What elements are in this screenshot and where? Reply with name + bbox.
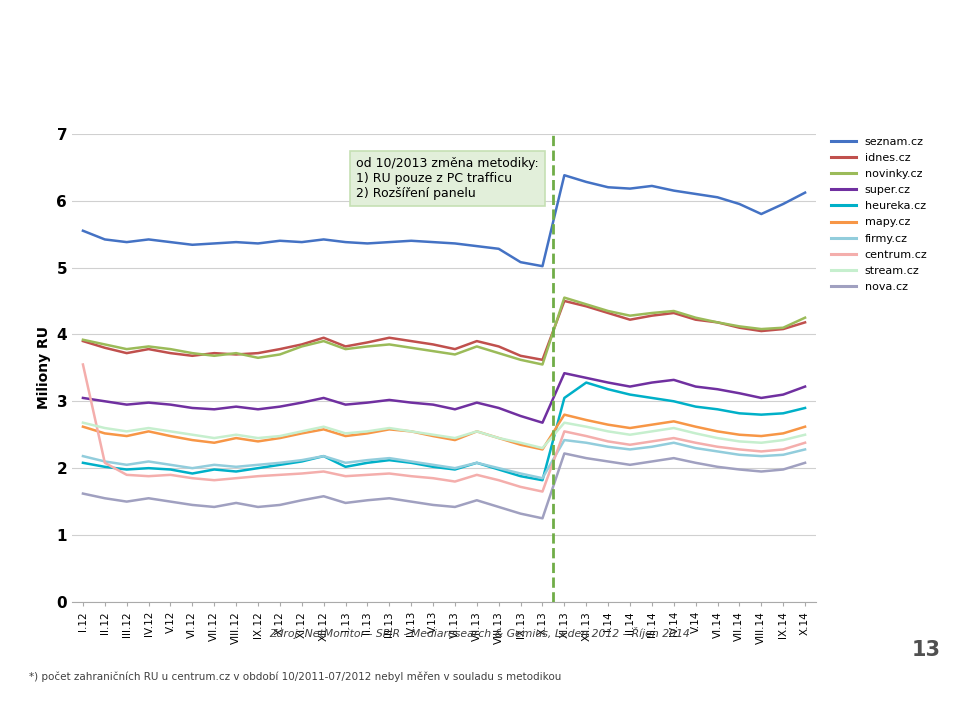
Y-axis label: Miliony RU: Miliony RU	[36, 327, 51, 409]
Text: Zdroj: NetMonitor - SPIR - Mediaresearch & Gemius, Leden 2012 – Říjen 2014: Zdroj: NetMonitor - SPIR - Mediaresearch…	[270, 627, 690, 639]
Text: 13: 13	[912, 640, 941, 660]
Text: Vývoj počtu RU z ČR+zahraničí u TOP10 serverů: Vývoj počtu RU z ČR+zahraničí u TOP10 se…	[14, 82, 595, 106]
Text: *) počet zahraničních RU u centrum.cz v období 10/2011-07/2012 nebyl měřen v sou: *) počet zahraničních RU u centrum.cz v …	[29, 671, 562, 681]
Text: od 10/2013 změna metodiky:
1) RU pouze z PC trafficu
2) Rozšíření panelu: od 10/2013 změna metodiky: 1) RU pouze z…	[356, 157, 540, 200]
Legend: seznam.cz, idnes.cz, novinky.cz, super.cz, heureka.cz, mapy.cz, firmy.cz, centru: seznam.cz, idnes.cz, novinky.cz, super.c…	[829, 134, 929, 294]
